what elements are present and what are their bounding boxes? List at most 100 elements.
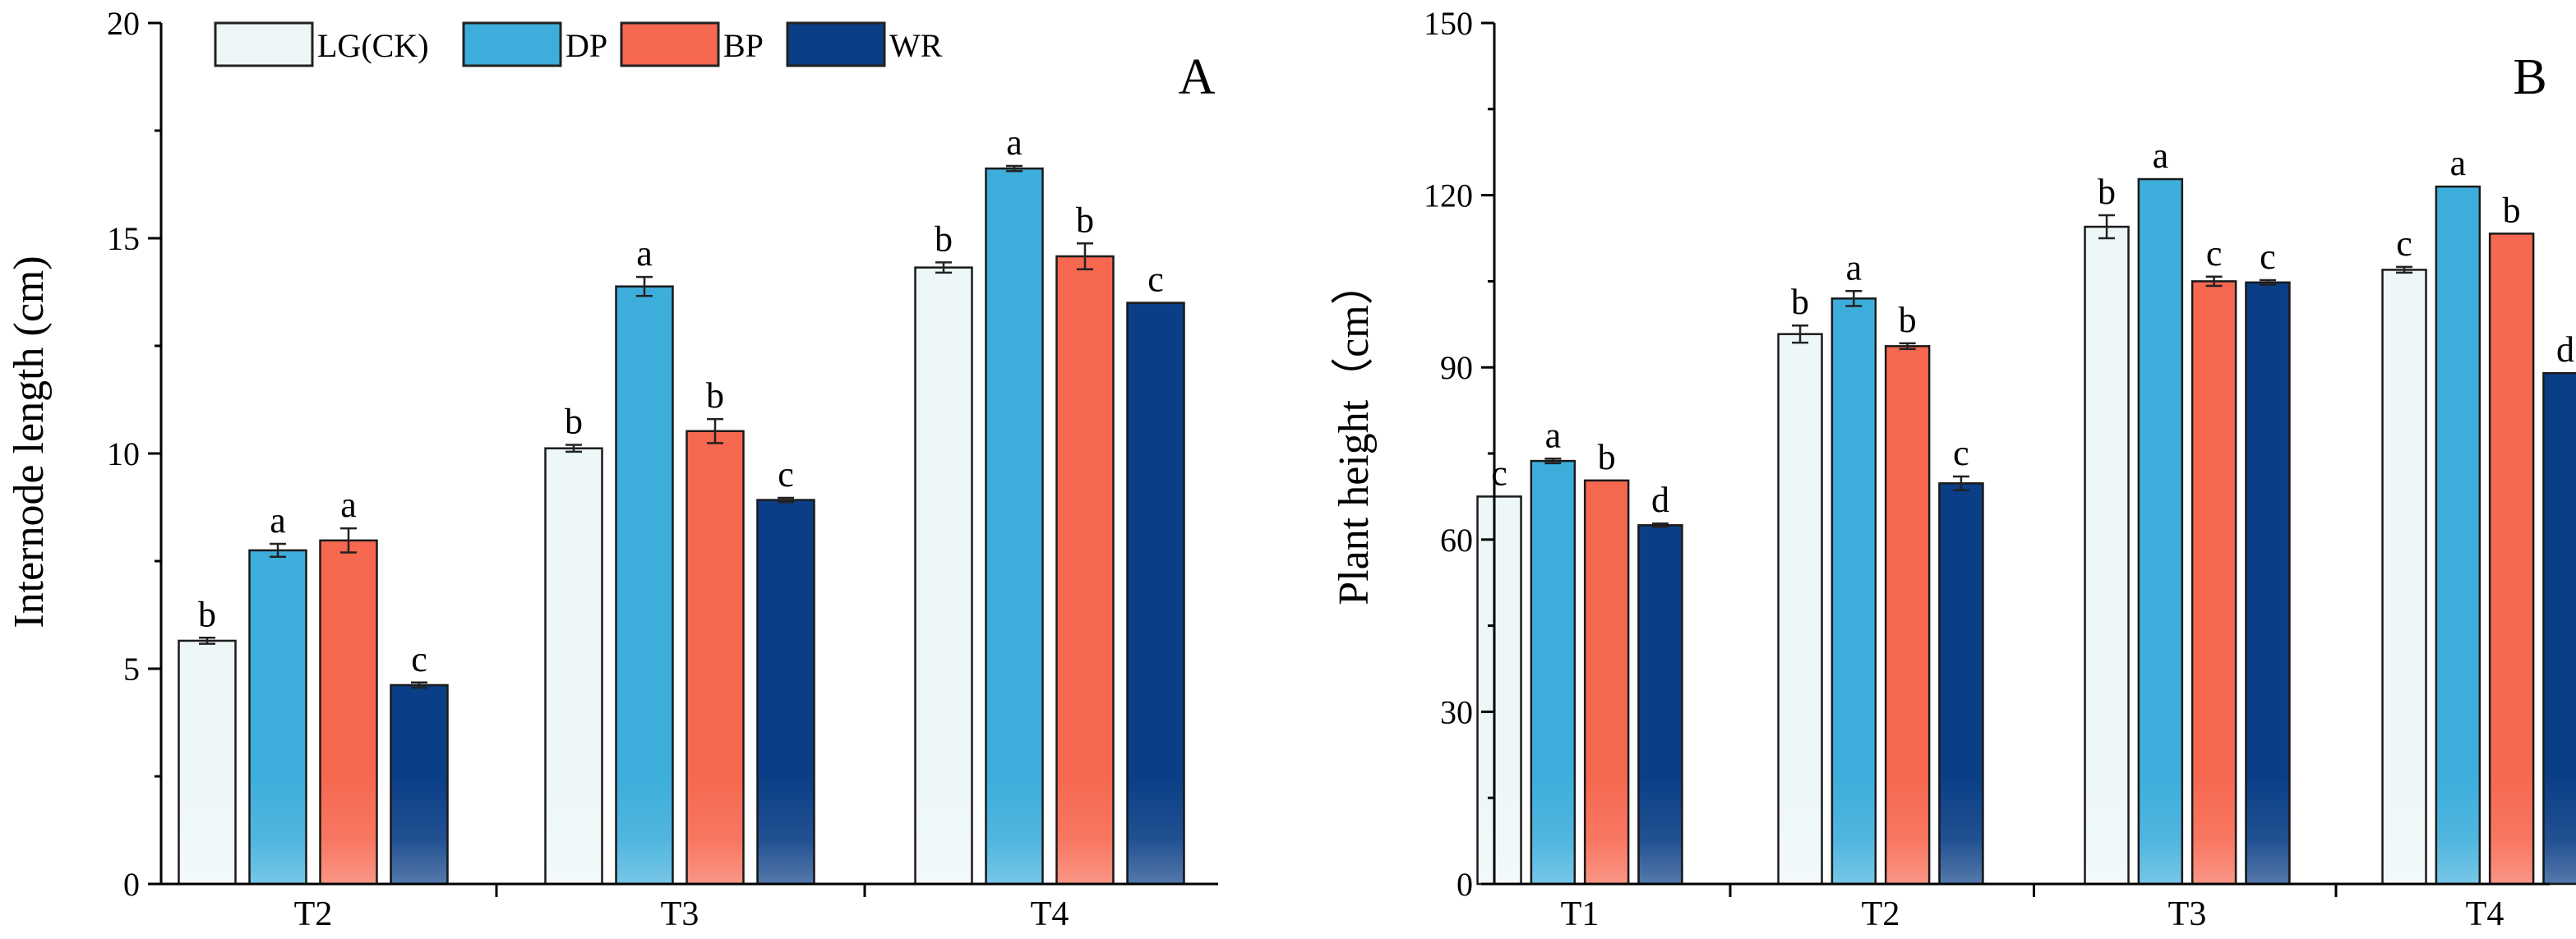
significance-letter-b-t3-bp: c [2206,233,2223,274]
significance-letter-b-t1-wr: d [1651,480,1669,520]
bar-shade-a-t4-wr [1129,776,1183,883]
significance-letter-a-t3-wr: c [778,454,794,495]
error-bar-a-t2-bp [340,527,357,554]
bar-shade-a-t4-lgck [916,776,971,883]
error-bar-b-t2-lgck [1792,324,1809,344]
significance-letter-b-t1-dp: a [1545,415,1562,455]
error-bar-b-t2-bp [1899,342,1916,351]
bar-shade-a-t3-lgck [547,776,601,883]
bar-shade-a-t4-dp [987,776,1041,883]
legend-label-dp: DP [566,27,607,64]
y-tick-label-a-15: 15 [107,220,140,257]
y-tick-label-a-10: 10 [107,435,140,472]
x-tick-label-b-t4: T4 [2466,895,2504,933]
bar-shade-b-t2-bp [1886,776,1928,883]
error-bar-b-t2-dp [1845,290,1863,307]
legend-swatch-dp [462,21,562,67]
error-bar-a-t2-lgck [199,637,215,645]
bar-shade-a-t3-bp [688,776,742,883]
bar-shade-b-t4-dp [2437,776,2479,883]
legend-swatch-lgck [214,21,314,67]
bar-b-t4-bp [2488,232,2535,886]
significance-letter-a-t3-lgck: b [565,402,583,442]
x-tick-label-a-t2: T2 [294,895,333,933]
error-bar-a-t4-bp [1077,242,1093,270]
significance-letter-a-t2-lgck: b [198,594,216,634]
significance-letter-b-t2-wr: c [1953,433,1969,473]
bar-shade-b-t2-wr [1940,776,1982,883]
significance-letter-b-t2-dp: a [1846,247,1863,288]
bar-shade-a-t2-lgck [180,776,234,883]
legend-label-bp: BP [723,27,764,64]
y-tick-label-a-20: 20 [107,5,140,42]
bar-shade-b-t1-dp [1532,776,1574,883]
x-tick-label-b-t3: T3 [2168,895,2207,933]
error-bar-a-t3-lgck [566,444,582,453]
y-tick-label-b-30: 30 [1440,693,1473,730]
significance-letter-b-t4-bp: b [2503,190,2521,230]
x-tick-label-b-t1: T1 [1561,895,1600,933]
panel-a-y-axis-title: Internode length (cm) [6,255,53,628]
error-bar-b-t3-bp [2205,275,2223,288]
x-tick-label-a-t3: T3 [661,895,699,933]
significance-letter-a-t3-bp: b [706,375,724,416]
y-tick-label-b-150: 150 [1424,5,1473,42]
error-bar-a-t3-wr [778,496,794,504]
chart-panel-a: A Internode length (cm) b b b a a a a b b c c c 0 5 10… [6,5,1218,933]
bar-shade-b-t4-wr [2544,776,2576,883]
bar-shade-a-t3-wr [759,776,813,883]
bar-shade-b-t2-dp [1833,776,1875,883]
error-bar-a-t2-wr [411,681,427,689]
significance-letter-a-t4-wr: c [1147,260,1164,300]
error-bar-a-t4-lgck [935,261,952,274]
significance-letter-b-t3-wr: c [2260,237,2276,277]
y-tick-label-b-0: 0 [1457,866,1473,903]
bar-shade-a-t4-bp [1058,776,1112,883]
panel-a-letter: A [1179,49,1216,105]
x-tick-label-b-t2: T2 [1862,895,1900,933]
significance-letter-b-t4-lgck: c [2396,223,2412,264]
error-bar-b-t3-lgck [2098,214,2116,240]
error-bar-a-t3-bp [707,417,723,444]
error-bar-b-t1-wr [1651,522,1669,528]
significance-letter-b-t2-bp: b [1899,300,1917,340]
significance-letter-a-t3-dp: a [636,233,653,274]
significance-letter-a-t2-wr: c [411,639,427,679]
y-tick-label-b-120: 120 [1424,177,1473,214]
significance-letter-a-t4-bp: b [1076,200,1094,240]
bar-shade-b-t1-bp [1586,776,1627,883]
error-bar-b-t2-wr [1952,475,1969,491]
x-tick-label-a-t4: T4 [1031,895,1069,933]
significance-letter-a-t4-lgck: b [935,219,953,259]
bar-shade-b-t2-lgck [1780,776,1821,883]
legend-label-lgck: LG(CK) [317,27,429,64]
bar-b-t3-dp [2137,177,2184,886]
significance-letter-b-t4-wr: d [2556,329,2574,370]
significance-letter-b-t4-dp: a [2450,143,2467,183]
bar-shade-a-t2-bp [321,776,376,883]
panel-b-y-axis-title: Plant height（cm） [1331,262,1378,605]
bar-shade-b-t3-lgck [2086,776,2128,883]
bar-shade-b-t3-wr [2246,776,2288,883]
error-bar-b-t4-lgck [2396,265,2413,274]
legend-swatch-wr [786,21,886,67]
bar-shade-a-t3-dp [617,776,672,883]
significance-letter-a-t2-dp: a [270,500,286,541]
y-tick-label-b-60: 60 [1440,522,1473,559]
error-bar-b-t1-dp [1544,458,1562,465]
y-tick-label-a-0: 0 [123,866,140,903]
legend-swatch-bp [620,21,720,67]
bar-shade-b-t1-lgck [1479,776,1521,883]
significance-letter-b-t2-lgck: b [1791,282,1809,322]
error-bar-a-t4-dp [1006,164,1023,173]
significance-letter-b-t3-lgck: b [2098,172,2116,212]
y-tick-label-b-90: 90 [1440,349,1473,386]
legend: LG(CK) DP BP WR [214,21,943,67]
bar-shade-a-t2-wr [392,776,446,883]
significance-letter-a-t4-dp: a [1006,122,1023,163]
bar-b-t3-lgck [2084,225,2130,886]
error-bar-a-t3-dp [636,275,653,297]
panel-b-letter: B [2513,49,2546,105]
